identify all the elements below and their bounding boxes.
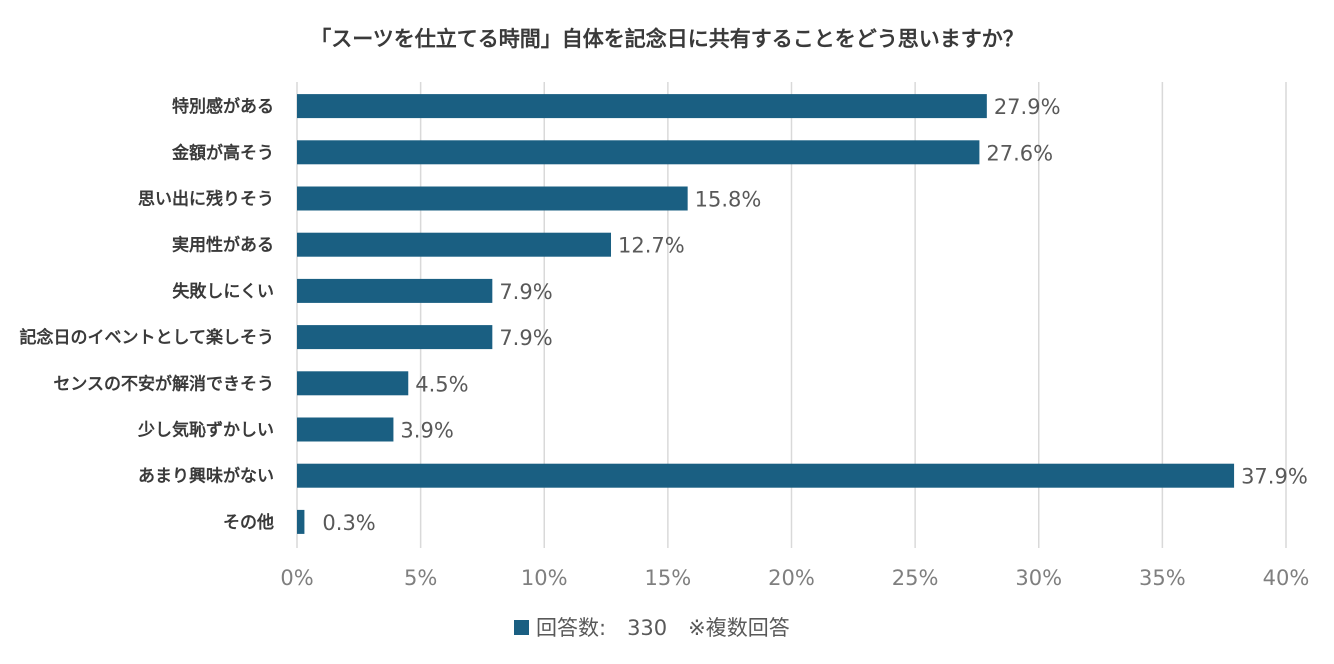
category-label: センスの不安が解消できそう bbox=[53, 373, 274, 394]
bar bbox=[297, 140, 980, 165]
data-label: 7.9% bbox=[499, 280, 552, 304]
data-label: 27.6% bbox=[986, 141, 1053, 165]
bar bbox=[297, 509, 305, 534]
chart-title: 「スーツを仕立てる時間」自体を記念日に共有することをどう思いますか？ bbox=[310, 27, 1024, 51]
x-tick-label: 10% bbox=[521, 566, 568, 590]
x-tick-label: 25% bbox=[892, 566, 939, 590]
x-tick-label: 5% bbox=[404, 566, 437, 590]
x-tick-label: 20% bbox=[768, 566, 815, 590]
data-label: 0.3% bbox=[322, 511, 375, 535]
category-label: 失敗しにくい bbox=[172, 281, 274, 302]
x-tick-label: 35% bbox=[1139, 566, 1186, 590]
bar bbox=[297, 371, 409, 396]
category-label: 実用性がある bbox=[172, 235, 274, 256]
data-label: 37.9% bbox=[1241, 465, 1308, 489]
bar bbox=[297, 463, 1235, 488]
legend-label: 回答数: 330 ※複数回答 bbox=[536, 616, 790, 640]
data-label: 4.5% bbox=[415, 372, 468, 396]
data-label: 7.9% bbox=[499, 326, 552, 350]
x-tick-label: 30% bbox=[1015, 566, 1062, 590]
x-tick-labels: 0% 5% 10% 15% 20% 25% 30% 35% 40% bbox=[280, 566, 1309, 590]
category-label: 特別感がある bbox=[172, 96, 274, 117]
category-label: 思い出に残りそう bbox=[138, 189, 274, 210]
bar bbox=[297, 417, 394, 442]
x-tick-label: 15% bbox=[645, 566, 692, 590]
category-label: その他 bbox=[223, 512, 274, 533]
bar bbox=[297, 325, 493, 350]
bars-layer bbox=[297, 94, 1235, 534]
x-tick-label: 40% bbox=[1263, 566, 1310, 590]
bar bbox=[297, 278, 493, 303]
bar bbox=[297, 94, 987, 119]
data-label: 12.7% bbox=[618, 234, 685, 258]
bar bbox=[297, 232, 612, 257]
category-label: 記念日のイベントとして楽しそう bbox=[20, 327, 275, 348]
data-label: 3.9% bbox=[400, 419, 453, 443]
legend: 回答数: 330 ※複数回答 bbox=[514, 616, 790, 640]
data-label: 15.8% bbox=[695, 188, 762, 212]
x-tick-label: 0% bbox=[280, 566, 313, 590]
data-label: 27.9% bbox=[994, 95, 1061, 119]
category-labels: 特別感がある金額が高そう思い出に残りそう実用性がある失敗しにくい記念日のイベント… bbox=[20, 96, 275, 533]
category-label: 金額が高そう bbox=[171, 142, 274, 163]
bar bbox=[297, 186, 688, 211]
category-label: 少し気恥ずかしい bbox=[137, 420, 274, 441]
category-label: あまり興味がない bbox=[138, 466, 274, 487]
value-labels: 27.9% 27.6% 15.8% 12.7% 7.9% 7.9% 4.5% 3.9% 37.9… bbox=[322, 95, 1307, 535]
legend-swatch bbox=[514, 620, 529, 635]
